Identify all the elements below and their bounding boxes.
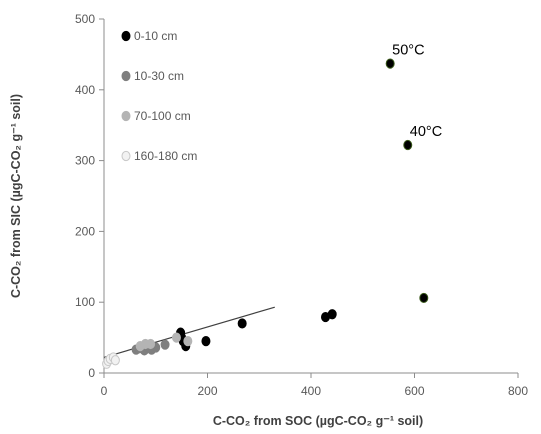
legend-label: 160-180 cm — [134, 149, 197, 163]
data-point — [403, 139, 413, 151]
data-point — [327, 309, 337, 320]
x-tick-label: 600 — [404, 384, 424, 398]
data-point — [419, 292, 429, 304]
trendline-group — [103, 306, 275, 358]
data-point — [183, 336, 193, 347]
annotation-label: 40°C — [410, 124, 442, 140]
x-tick-label: 800 — [508, 384, 528, 398]
annotation-label: 50°C — [392, 43, 424, 59]
legend-label: 10-30 cm — [134, 69, 184, 83]
points-group — [102, 58, 429, 369]
x-tick-label: 200 — [197, 384, 217, 398]
x-tick-label: 0 — [101, 384, 108, 398]
legend-label: 70-100 cm — [134, 109, 191, 123]
data-point — [160, 339, 170, 350]
data-point — [146, 338, 156, 350]
axes: 0 100 200 300 400 500 0 200 400 600 800 — [75, 12, 528, 398]
legend-marker — [121, 150, 131, 162]
legend-marker — [121, 70, 131, 82]
trendline — [103, 306, 275, 358]
data-point — [110, 355, 120, 366]
y-tick-label: 500 — [75, 12, 95, 26]
y-tick-label: 400 — [75, 83, 95, 97]
data-point — [171, 332, 181, 343]
y-tick-label: 200 — [75, 224, 95, 238]
x-tick-label: 400 — [301, 384, 321, 398]
annotations: 50°C 40°C — [392, 43, 442, 140]
y-axis-label: C-CO₂ from SIC (µgC-CO₂ g⁻¹ soil) — [9, 94, 23, 298]
data-point — [385, 58, 395, 69]
y-tick-label: 300 — [75, 154, 95, 168]
legend-marker — [121, 30, 131, 42]
legend-label: 0-10 cm — [134, 29, 177, 43]
data-point — [201, 336, 211, 347]
y-tick-label: 0 — [88, 366, 95, 380]
x-axis-label: C-CO₂ from SOC (µgC-CO₂ g⁻¹ soil) — [213, 414, 423, 428]
y-tick-label: 100 — [75, 295, 95, 309]
data-point — [237, 318, 247, 329]
legend: 0-10 cm 10-30 cm 70-100 cm 160-180 cm — [121, 29, 197, 163]
legend-marker — [121, 110, 131, 122]
